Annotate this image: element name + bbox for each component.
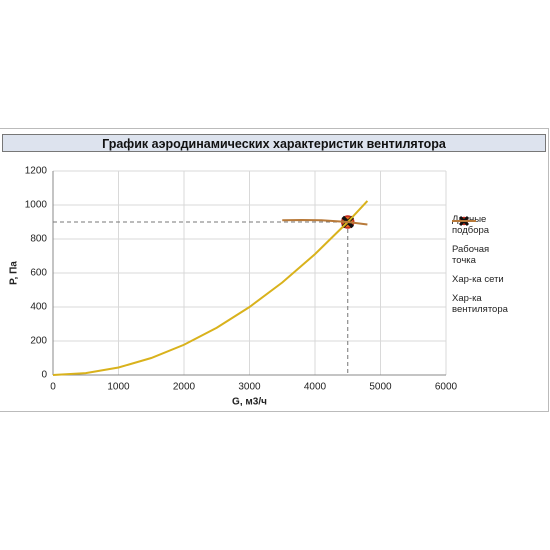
y-tick-label: 400 bbox=[30, 302, 47, 313]
legend-symbol bbox=[452, 220, 476, 222]
y-tick-label: 600 bbox=[30, 268, 47, 279]
legend: Данные подбора Рабочая точка Хар-ка сети Ха… bbox=[452, 214, 548, 323]
y-tick-label: 1000 bbox=[25, 200, 48, 211]
y-tick-label: 800 bbox=[30, 234, 47, 245]
y-tick-label: 0 bbox=[41, 370, 47, 381]
legend-label: Рабочая точка bbox=[452, 244, 490, 266]
x-tick-label: 4000 bbox=[304, 382, 327, 393]
x-tick-label: 6000 bbox=[435, 382, 458, 393]
legend-item: Хар-ка вентилятора bbox=[452, 220, 548, 315]
legend-label: Хар-ка сети bbox=[452, 274, 504, 285]
y-tick-label: 1200 bbox=[25, 166, 48, 177]
x-tick-label: 5000 bbox=[369, 382, 392, 393]
x-tick-label: 0 bbox=[50, 382, 56, 393]
series-line bbox=[282, 218, 368, 226]
series-line bbox=[52, 200, 369, 376]
legend-label: Данные подбора bbox=[452, 214, 490, 236]
y-axis-label: P, Па bbox=[9, 261, 20, 285]
x-tick-label: 1000 bbox=[107, 382, 130, 393]
x-tick-label: 3000 bbox=[238, 382, 261, 393]
legend-label: Хар-ка вентилятора bbox=[452, 293, 508, 315]
x-tick-label: 2000 bbox=[173, 382, 196, 393]
x-axis-label: G, м3/ч bbox=[232, 397, 267, 408]
chart-frame bbox=[0, 128, 549, 412]
legend-item: Рабочая точка bbox=[452, 215, 548, 266]
legend-item: Хар-ка сети bbox=[452, 220, 548, 285]
y-tick-label: 200 bbox=[30, 336, 47, 347]
chart-title: График аэродинамических характеристик ве… bbox=[2, 134, 546, 152]
